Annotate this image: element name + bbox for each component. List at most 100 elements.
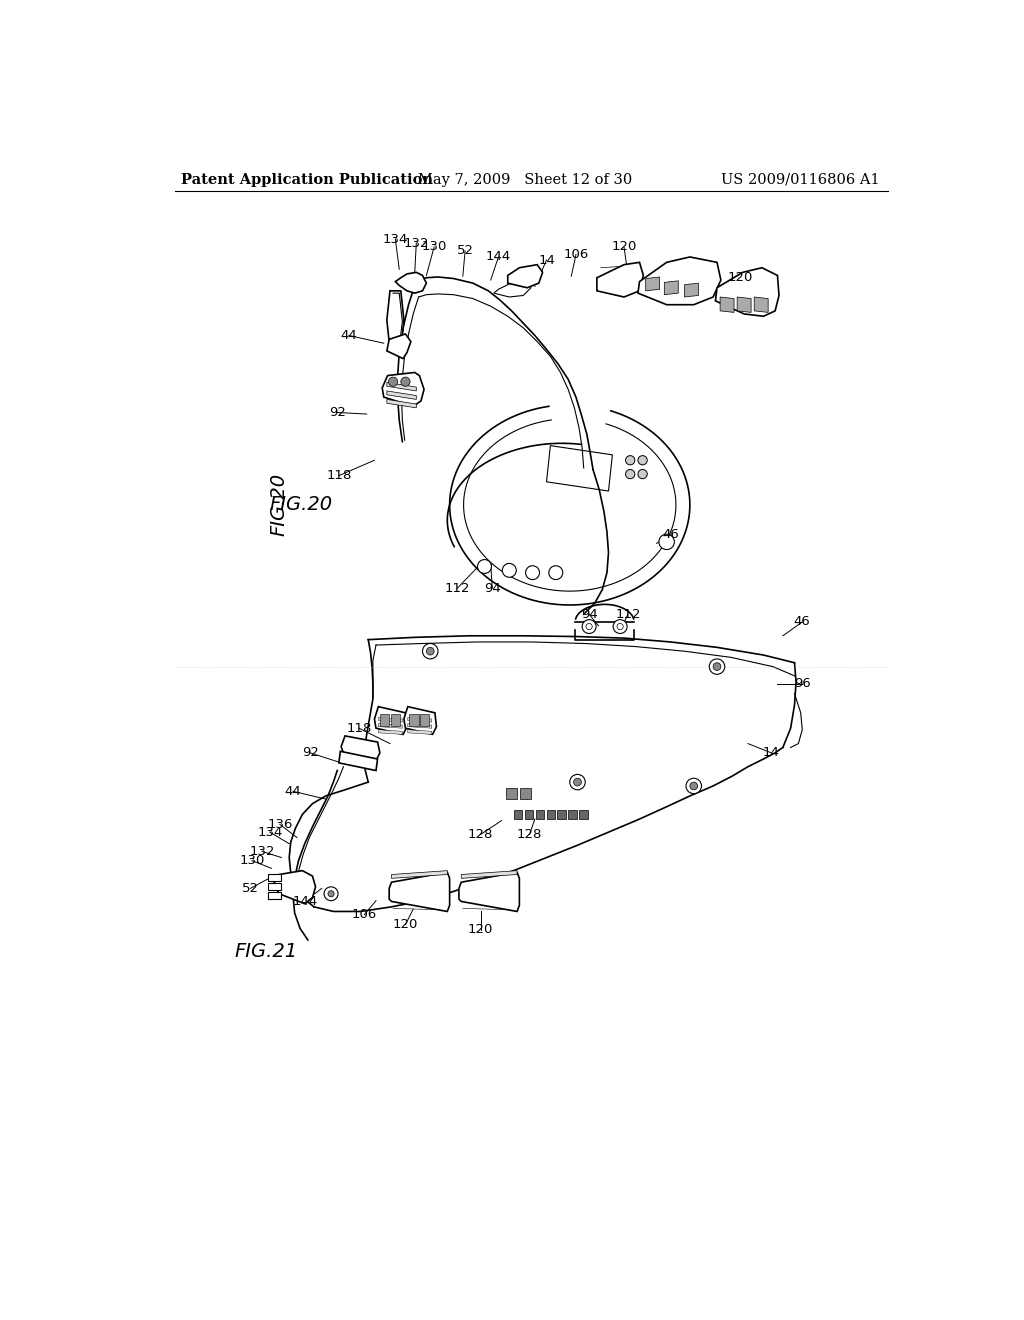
Text: 14: 14 — [763, 746, 779, 759]
Text: 120: 120 — [393, 917, 418, 931]
Polygon shape — [536, 810, 544, 818]
Text: 120: 120 — [468, 924, 494, 936]
Polygon shape — [557, 810, 566, 818]
Circle shape — [549, 566, 563, 579]
Polygon shape — [514, 810, 522, 818]
Text: 52: 52 — [457, 244, 474, 257]
Circle shape — [638, 470, 647, 479]
Polygon shape — [341, 737, 380, 760]
Text: 120: 120 — [611, 240, 637, 253]
Text: 46: 46 — [663, 528, 679, 541]
Circle shape — [638, 455, 647, 465]
Text: FIG.21: FIG.21 — [234, 942, 298, 961]
Polygon shape — [408, 730, 432, 734]
Text: 130: 130 — [422, 240, 446, 253]
Polygon shape — [380, 714, 389, 726]
Polygon shape — [508, 264, 543, 288]
Text: 106: 106 — [352, 908, 377, 921]
Polygon shape — [389, 873, 450, 911]
Polygon shape — [267, 883, 281, 890]
Circle shape — [617, 623, 624, 630]
Polygon shape — [387, 400, 417, 408]
Text: 128: 128 — [517, 828, 542, 841]
Circle shape — [525, 566, 540, 579]
Text: 14: 14 — [538, 253, 555, 267]
Text: 94: 94 — [484, 582, 501, 594]
Polygon shape — [547, 446, 612, 491]
Polygon shape — [420, 714, 429, 726]
Polygon shape — [665, 281, 678, 294]
Polygon shape — [410, 714, 419, 726]
Text: 134: 134 — [257, 825, 283, 838]
Polygon shape — [378, 723, 402, 729]
Circle shape — [324, 887, 338, 900]
Polygon shape — [461, 871, 517, 878]
Circle shape — [583, 619, 596, 634]
Text: 112: 112 — [444, 582, 470, 594]
Text: 106: 106 — [563, 248, 589, 261]
Polygon shape — [597, 263, 643, 297]
Polygon shape — [755, 297, 768, 313]
Circle shape — [328, 891, 334, 896]
Polygon shape — [273, 871, 315, 904]
Circle shape — [626, 470, 635, 479]
Polygon shape — [395, 272, 426, 293]
Text: 44: 44 — [285, 785, 301, 797]
Circle shape — [658, 535, 675, 549]
Polygon shape — [524, 810, 534, 818]
Circle shape — [400, 378, 410, 387]
Polygon shape — [579, 810, 588, 818]
Text: May 7, 2009   Sheet 12 of 30: May 7, 2009 Sheet 12 of 30 — [418, 173, 632, 187]
Text: Patent Application Publication: Patent Application Publication — [180, 173, 433, 187]
Text: 44: 44 — [341, 329, 357, 342]
Circle shape — [626, 455, 635, 465]
Text: 112: 112 — [615, 607, 641, 620]
Text: 52: 52 — [242, 882, 259, 895]
Polygon shape — [375, 706, 407, 734]
Polygon shape — [684, 284, 698, 297]
Circle shape — [388, 378, 397, 387]
Text: 92: 92 — [302, 746, 318, 759]
Polygon shape — [267, 892, 281, 899]
Circle shape — [426, 647, 434, 655]
Text: 118: 118 — [326, 469, 351, 482]
Text: 130: 130 — [240, 854, 264, 867]
Polygon shape — [267, 874, 281, 880]
Circle shape — [423, 644, 438, 659]
Circle shape — [710, 659, 725, 675]
Text: 144: 144 — [485, 251, 511, 264]
Polygon shape — [408, 723, 432, 729]
Polygon shape — [339, 751, 378, 771]
Circle shape — [713, 663, 721, 671]
Text: 136: 136 — [267, 818, 293, 832]
Polygon shape — [387, 391, 417, 400]
Circle shape — [573, 779, 582, 785]
Text: FIG.20: FIG.20 — [269, 474, 288, 536]
Polygon shape — [737, 297, 751, 313]
Polygon shape — [716, 268, 779, 317]
Circle shape — [586, 623, 592, 630]
Text: US 2009/0116806 A1: US 2009/0116806 A1 — [721, 173, 880, 187]
Polygon shape — [720, 297, 734, 313]
Polygon shape — [387, 290, 403, 350]
Polygon shape — [378, 730, 402, 734]
Text: 128: 128 — [468, 828, 494, 841]
Polygon shape — [408, 718, 432, 722]
Text: 132: 132 — [403, 236, 429, 249]
Polygon shape — [403, 706, 436, 734]
Text: 118: 118 — [346, 722, 372, 735]
Text: FIG.20: FIG.20 — [269, 495, 332, 515]
Text: 96: 96 — [794, 677, 811, 690]
Polygon shape — [520, 788, 531, 799]
Polygon shape — [506, 788, 517, 799]
Text: 46: 46 — [794, 615, 811, 628]
Text: 120: 120 — [728, 271, 753, 284]
Circle shape — [690, 781, 697, 789]
Polygon shape — [646, 277, 659, 290]
Polygon shape — [459, 873, 519, 911]
Circle shape — [569, 775, 586, 789]
Text: 92: 92 — [329, 407, 346, 418]
Circle shape — [503, 564, 516, 577]
Polygon shape — [391, 714, 400, 726]
Polygon shape — [494, 280, 531, 297]
